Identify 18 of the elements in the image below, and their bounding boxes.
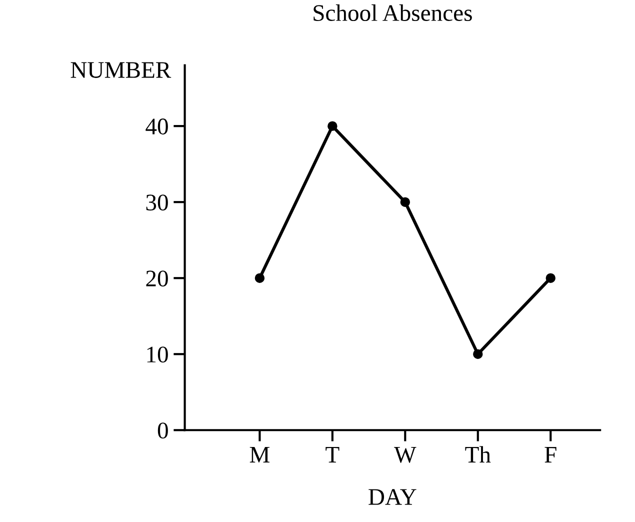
point	[546, 273, 556, 283]
x-tick-label: W	[394, 447, 416, 463]
y-tick-label: 30	[146, 194, 168, 211]
x-axis-title: DAY	[368, 489, 416, 505]
x-tick-label: F	[544, 447, 556, 462]
y-tick-label: 40	[146, 118, 168, 134]
point	[254, 273, 265, 283]
y-tick-label: 0	[158, 422, 168, 439]
point	[400, 197, 410, 207]
point	[328, 121, 338, 131]
x-tick-label: T	[326, 447, 340, 462]
x-tick-label: Th	[465, 446, 491, 462]
y-tick-label: 10	[147, 346, 168, 363]
y-tick-label: 20	[146, 270, 168, 287]
y-axis-title: NUMBER	[70, 62, 172, 78]
chart-title: School Absences	[314, 4, 472, 22]
x-tick-label: M	[250, 447, 270, 462]
point	[473, 349, 483, 359]
